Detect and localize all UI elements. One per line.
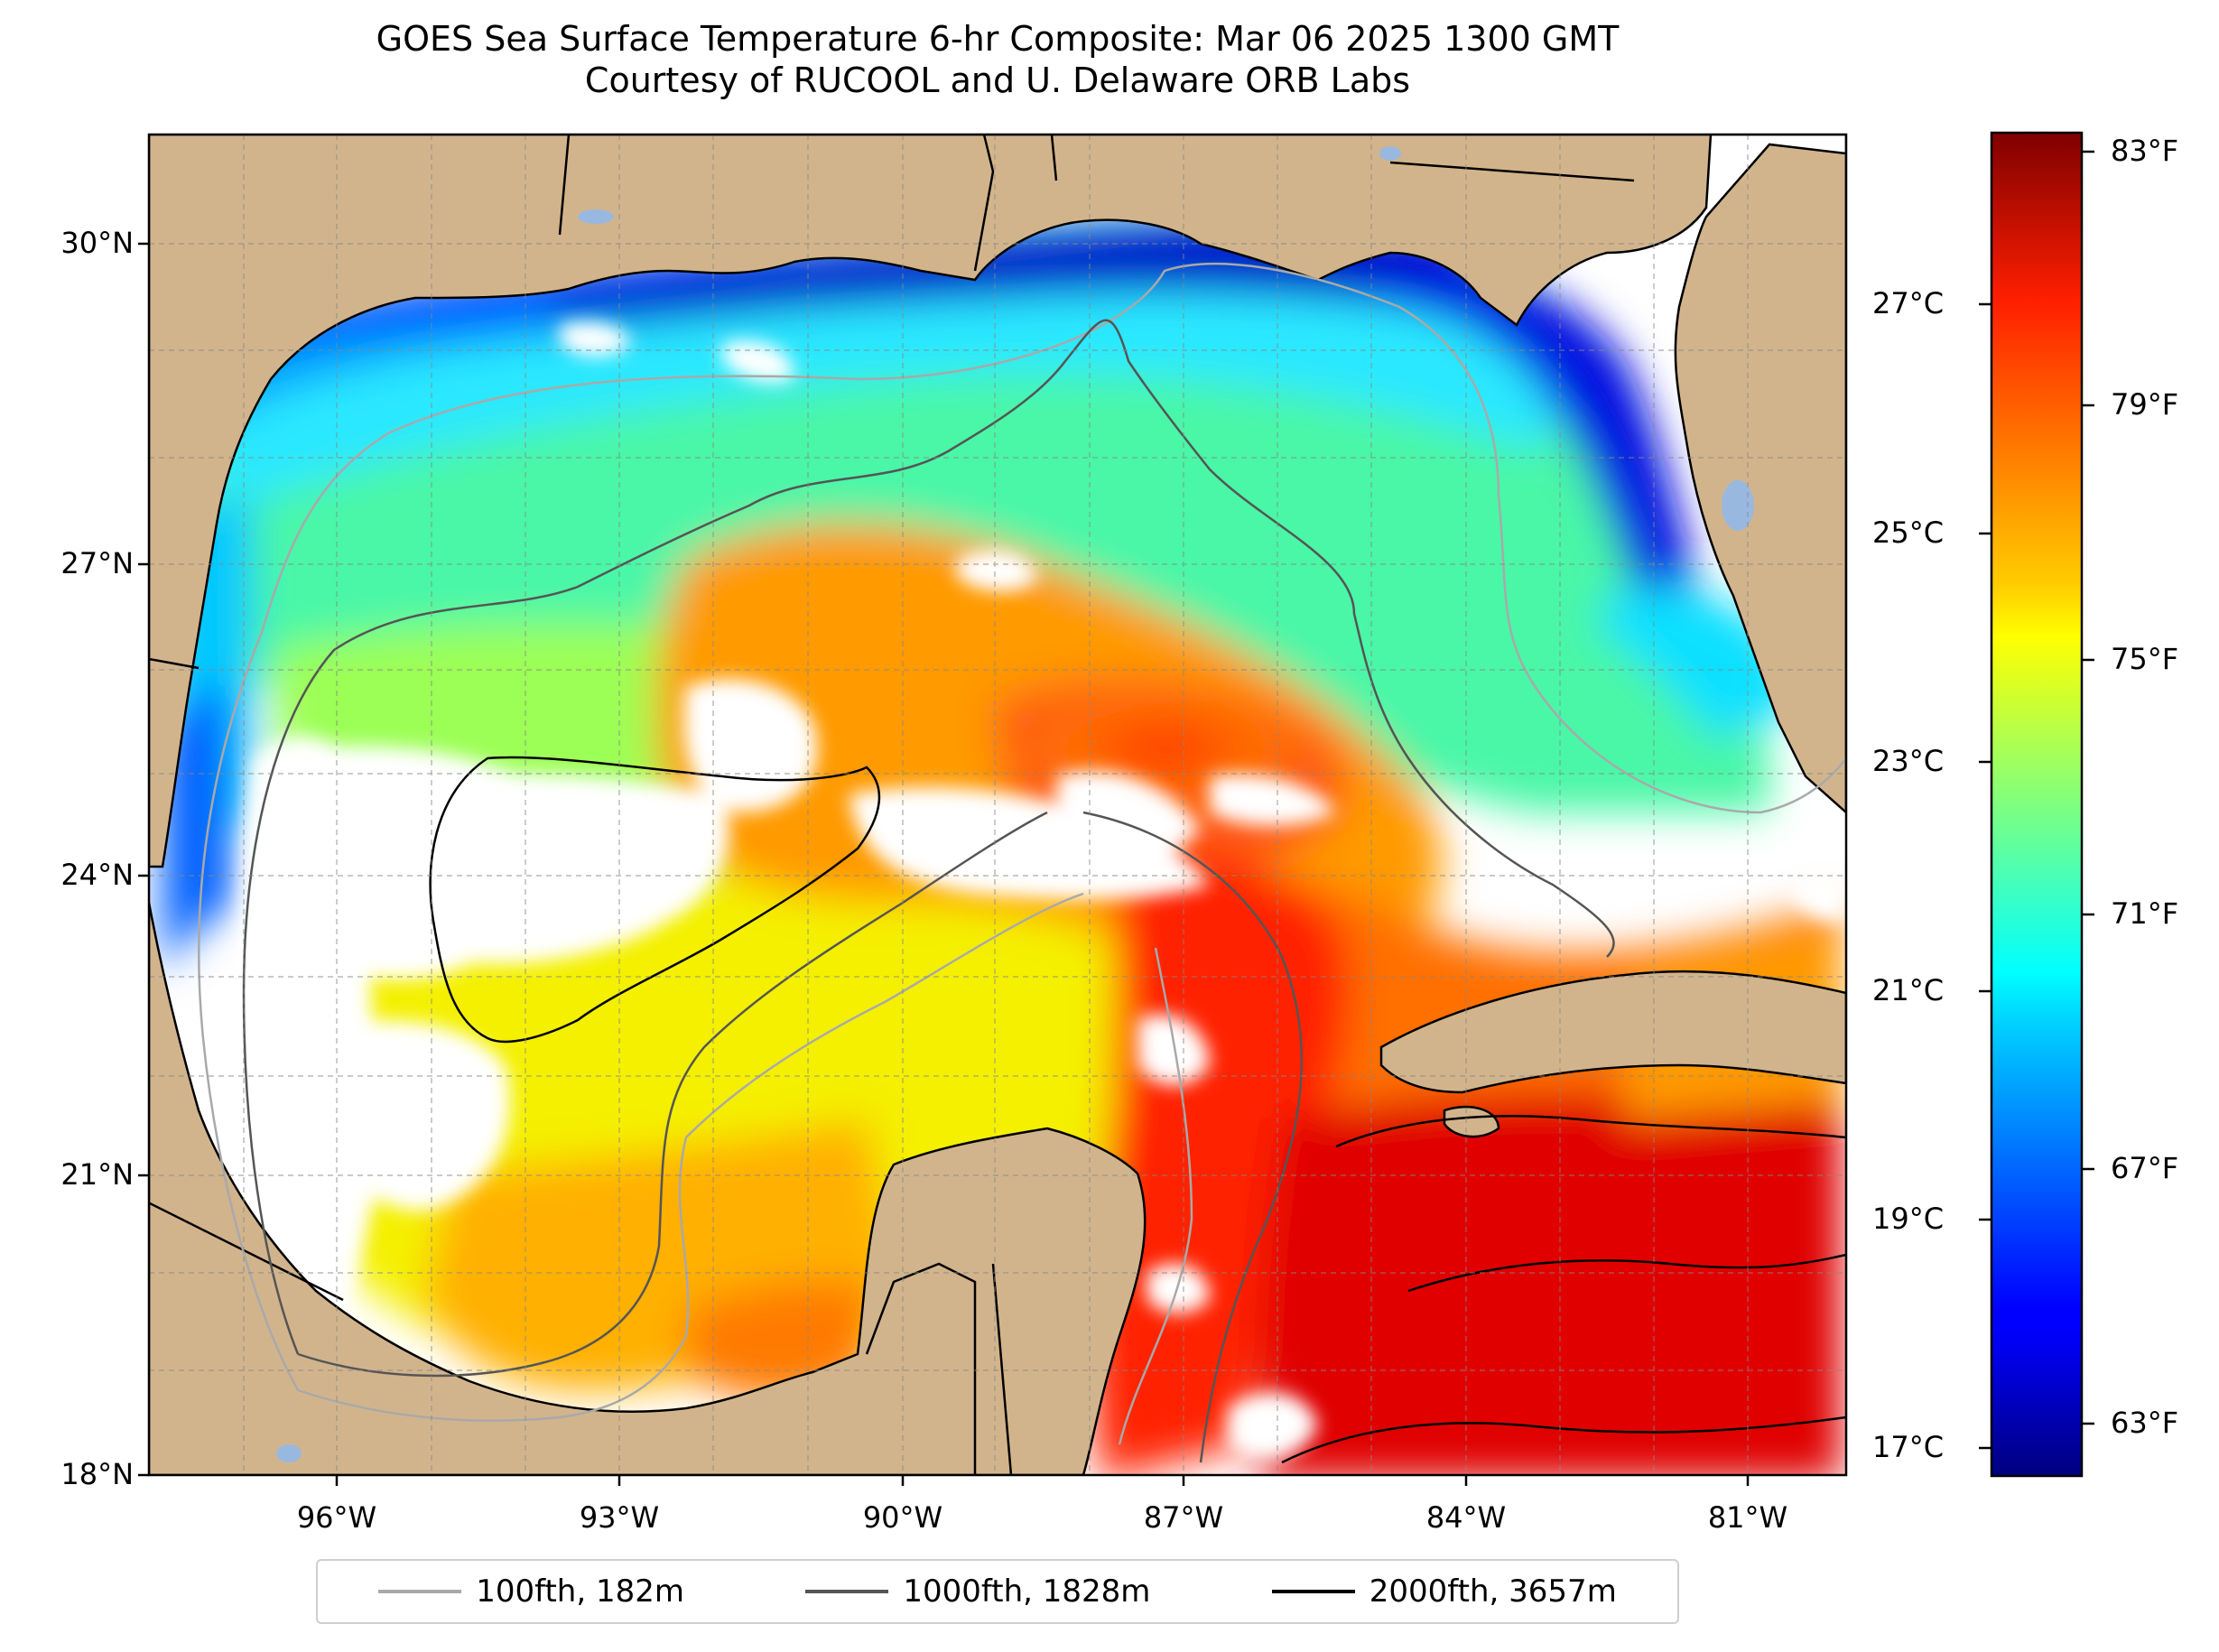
chart-title: GOES Sea Surface Temperature 6-hr Compos… (376, 19, 1620, 59)
land (149, 135, 1846, 1475)
colorbar-celsius-label: 25°C (1872, 515, 1945, 550)
colorbar-fahrenheit-label: 63°F (2111, 1406, 2179, 1440)
lat-tick-label: 21°N (60, 1157, 134, 1192)
colorbar (1990, 131, 2084, 1478)
colorbar-celsius-label: 17°C (1872, 1430, 1945, 1464)
colorbar-fahrenheit-label: 71°F (2111, 896, 2179, 931)
colorbar-ticks (1979, 150, 2094, 1450)
colorbar-celsius-label: 23°C (1872, 744, 1945, 778)
legend-item-1000fth: 1000fth, 1828m (805, 1573, 1150, 1610)
lat-tick-label: 18°N (60, 1457, 134, 1491)
nodata-patches (239, 173, 1846, 1461)
lakes (276, 146, 1754, 1462)
contour-legend: 100fth, 182m 1000fth, 1828m 2000fth, 365… (316, 1559, 1679, 1624)
legend-item-100fth: 100fth, 182m (378, 1573, 684, 1610)
colorbar-fahrenheit-label: 83°F (2111, 134, 2179, 168)
lon-tick-label: 90°W (862, 1500, 943, 1535)
map-area (149, 135, 1846, 1475)
bathy-1000fth-contour (242, 319, 1615, 1463)
legend-label: 100fth, 182m (476, 1573, 684, 1610)
legend-label: 2000fth, 3657m (1369, 1573, 1617, 1610)
lon-tick-label: 93°W (579, 1500, 660, 1535)
map-frame (147, 133, 1848, 1477)
lon-tick-label: 87°W (1143, 1500, 1224, 1535)
legend-line-100fth (378, 1590, 462, 1593)
lat-tick-label: 30°N (60, 226, 134, 260)
lat-tick-label: 27°N (60, 546, 134, 580)
legend-line-1000fth (805, 1590, 889, 1593)
colorbar-celsius-label: 21°C (1872, 973, 1945, 1007)
colorbar-fahrenheit-label: 67°F (2111, 1151, 2179, 1185)
bathy-100fth-contour (198, 262, 1846, 1445)
legend-line-2000fth (1271, 1590, 1355, 1593)
colorbar-celsius-label: 27°C (1872, 286, 1945, 320)
gridlines (149, 135, 1846, 1475)
colorbar-fahrenheit-label: 75°F (2111, 642, 2179, 676)
lat-tick-label: 24°N (60, 858, 134, 892)
colorbar-fahrenheit-label: 79°F (2111, 387, 2179, 422)
legend-item-2000fth: 2000fth, 3657m (1271, 1573, 1617, 1610)
political-borders (149, 135, 1635, 1475)
chart-subtitle: Courtesy of RUCOOL and U. Delaware ORB L… (584, 60, 1411, 100)
bathy-2000fth-contour (429, 756, 1846, 1464)
lon-tick-label: 84°W (1425, 1500, 1507, 1535)
axis-ticks (138, 242, 1750, 1486)
legend-label: 1000fth, 1828m (903, 1573, 1151, 1610)
lon-tick-label: 81°W (1707, 1500, 1788, 1535)
colorbar-celsius-label: 19°C (1872, 1202, 1945, 1236)
lon-tick-label: 96°W (296, 1500, 377, 1535)
